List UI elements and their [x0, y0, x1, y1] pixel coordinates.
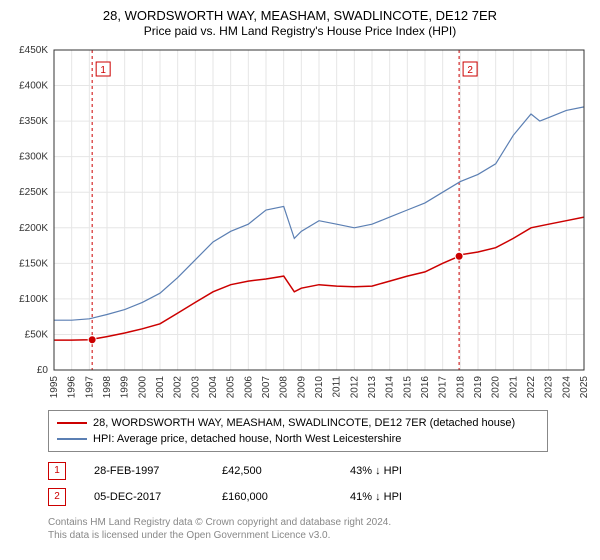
svg-text:£350K: £350K: [19, 116, 48, 127]
footer-line1: Contains HM Land Registry data © Crown c…: [48, 516, 590, 529]
svg-text:2017: 2017: [438, 375, 449, 398]
legend-swatch: [57, 438, 87, 440]
svg-text:£50K: £50K: [25, 329, 49, 340]
svg-text:1999: 1999: [120, 375, 131, 398]
svg-text:2013: 2013: [367, 375, 378, 398]
line-chart: £0 £50K £100K £150K £200K £250K £300K £350K £400…: [10, 44, 590, 404]
legend-label: HPI: Average price, detached house, Nort…: [93, 433, 401, 445]
svg-text:2020: 2020: [491, 375, 502, 398]
marker-pct: 43% ↓ HPI: [350, 465, 450, 477]
svg-text:1995: 1995: [49, 375, 60, 398]
chart-title: 28, WORDSWORTH WAY, MEASHAM, SWADLINCOTE…: [10, 8, 590, 24]
chart-area: £0 £50K £100K £150K £200K £250K £300K £350K £400…: [10, 44, 590, 404]
legend: 28, WORDSWORTH WAY, MEASHAM, SWADLINCOTE…: [48, 410, 548, 452]
svg-text:£300K: £300K: [19, 151, 48, 162]
marker-date: 28-FEB-1997: [94, 465, 194, 477]
legend-label: 28, WORDSWORTH WAY, MEASHAM, SWADLINCOTE…: [93, 417, 515, 429]
marker-row: 2 05-DEC-2017 £160,000 41% ↓ HPI: [48, 488, 590, 506]
svg-text:2005: 2005: [226, 375, 237, 398]
chart-subtitle: Price paid vs. HM Land Registry's House …: [10, 24, 590, 38]
svg-text:2016: 2016: [420, 375, 431, 398]
svg-text:2001: 2001: [155, 375, 166, 398]
svg-text:2: 2: [467, 65, 473, 76]
svg-text:£400K: £400K: [19, 80, 48, 91]
svg-text:£200K: £200K: [19, 222, 48, 233]
svg-text:£450K: £450K: [19, 45, 48, 56]
svg-text:2006: 2006: [243, 375, 254, 398]
marker-date: 05-DEC-2017: [94, 491, 194, 503]
svg-text:£250K: £250K: [19, 187, 48, 198]
svg-text:2008: 2008: [279, 375, 290, 398]
svg-text:2003: 2003: [190, 375, 201, 398]
svg-text:2000: 2000: [137, 375, 148, 398]
marker-pct: 41% ↓ HPI: [350, 491, 450, 503]
markers-table: 1 28-FEB-1997 £42,500 43% ↓ HPI 2 05-DEC-2017…: [48, 462, 590, 514]
svg-text:2024: 2024: [561, 375, 572, 398]
marker-price: £42,500: [222, 465, 322, 477]
svg-text:2012: 2012: [349, 375, 360, 398]
svg-text:£100K: £100K: [19, 293, 48, 304]
svg-text:2021: 2021: [508, 375, 519, 398]
svg-text:1997: 1997: [84, 375, 95, 398]
svg-text:2009: 2009: [296, 375, 307, 398]
svg-text:£150K: £150K: [19, 258, 48, 269]
svg-text:£0: £0: [37, 365, 49, 376]
svg-text:2011: 2011: [332, 375, 343, 397]
svg-text:2018: 2018: [455, 375, 466, 398]
svg-text:2014: 2014: [385, 375, 396, 398]
svg-text:2025: 2025: [579, 375, 590, 398]
svg-text:2023: 2023: [544, 375, 555, 398]
svg-text:2015: 2015: [402, 375, 413, 398]
svg-text:2022: 2022: [526, 375, 537, 398]
marker-row: 1 28-FEB-1997 £42,500 43% ↓ HPI: [48, 462, 590, 480]
svg-text:2010: 2010: [314, 375, 325, 398]
svg-text:2004: 2004: [208, 375, 219, 398]
footer-attribution: Contains HM Land Registry data © Crown c…: [48, 516, 590, 542]
legend-item: 28, WORDSWORTH WAY, MEASHAM, SWADLINCOTE…: [57, 415, 539, 431]
svg-text:2007: 2007: [261, 375, 272, 398]
svg-text:1: 1: [100, 65, 106, 76]
legend-swatch: [57, 422, 87, 424]
legend-item: HPI: Average price, detached house, Nort…: [57, 431, 539, 447]
svg-text:1996: 1996: [67, 375, 78, 398]
footer-line2: This data is licensed under the Open Gov…: [48, 529, 590, 542]
marker-price: £160,000: [222, 491, 322, 503]
marker-badge: 1: [48, 462, 66, 480]
svg-text:1998: 1998: [102, 375, 113, 398]
marker-badge: 2: [48, 488, 66, 506]
svg-text:2019: 2019: [473, 375, 484, 398]
svg-text:2002: 2002: [173, 375, 184, 398]
